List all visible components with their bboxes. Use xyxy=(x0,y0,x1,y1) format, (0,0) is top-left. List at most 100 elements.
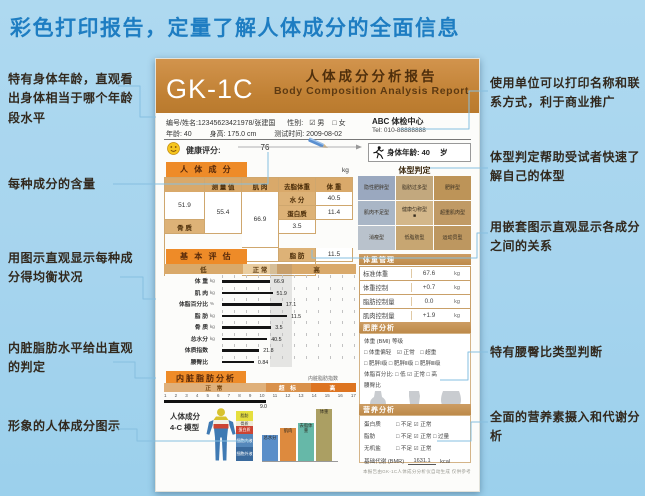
page-title: 彩色打印报告，定量了解人体成分的全面信息 xyxy=(10,17,460,40)
runner-icon xyxy=(373,146,384,159)
eval-value: 66.9 xyxy=(273,279,285,286)
bmi-label: 体重 (BMI) 等级 xyxy=(364,339,404,345)
body-type-cell-label: 健康匀称型 xyxy=(401,207,427,213)
comp-row-value: 11.4 xyxy=(316,206,353,220)
visceral-zone-over: 超 标 xyxy=(265,383,311,392)
comp-weight-value: 66.9 xyxy=(242,192,279,248)
zone-high: 高 xyxy=(277,264,356,274)
comp-row-label: 脂 肪 xyxy=(279,248,316,262)
body-type-marker: ■ xyxy=(412,213,417,219)
age-value: 年龄: 40 xyxy=(166,131,192,138)
wm-unit: kg xyxy=(454,284,460,291)
nutrition-panel: 蛋白质 □ 不足 ☑ 正常 脂肪 □ 不足 ☑ 正常 □ 过量 无机盐 □ 不足… xyxy=(359,415,471,465)
eval-ruler: 3.5 xyxy=(222,321,355,333)
annotation-nested: 用嵌套图示直观显示各成分之间的关系 xyxy=(490,220,641,254)
eval-ruler: 40.5 xyxy=(222,332,355,344)
eval-unit: % xyxy=(210,301,215,307)
eval-value: 11.5 xyxy=(291,313,302,320)
header-divider xyxy=(164,139,471,140)
eval-value: 51.9 xyxy=(276,290,287,297)
model4c-label-line1: 人体成分 xyxy=(170,412,200,421)
gender-male-checkbox: ☑ 男 xyxy=(309,120,325,127)
eval-bar xyxy=(222,291,273,295)
eval-row: 肌 肉 kg 51.9 xyxy=(164,286,356,299)
visceral-value-bar xyxy=(164,400,266,403)
eval-row: 总水分 kg 40.5 xyxy=(164,332,356,345)
wm-value: +0.7 xyxy=(422,284,436,291)
nutrition-label: 蛋白质 xyxy=(364,422,381,428)
stack-fat: 脂肪 xyxy=(236,411,253,421)
human-figure xyxy=(206,408,236,461)
bar-water: 总水分 xyxy=(262,435,278,461)
nutrition-row: 脂肪 □ 不足 ☑ 正常 □ 过量 xyxy=(364,432,470,440)
comp-row-label: 水 分 xyxy=(279,192,316,206)
weight-mgmt-row: 脂肪控制量 0.0 kg xyxy=(360,295,470,309)
whr-label: 腰臀比 xyxy=(364,383,381,389)
device-model: GK-1C xyxy=(166,74,254,104)
bmr-unit: kcal xyxy=(440,459,451,465)
eval-unit: kg xyxy=(210,278,215,284)
report-title: 人体成分分析报告 Body Composition Analysis Repor… xyxy=(274,65,469,97)
eval-value: 40.5 xyxy=(271,336,282,343)
weight-mgmt-table: 标准体重 67.6 kg 体重控制 +0.7 kg 脂肪控制量 0.0 kg 肌肉控制量 +1… xyxy=(359,266,471,323)
whr-shapes xyxy=(360,390,470,408)
body-type-cell: 低脂肪型 xyxy=(396,226,433,250)
wm-unit: kg xyxy=(454,298,460,305)
body-type-cell: 消瘦型 xyxy=(358,226,395,250)
fine-print: 本报告由GK-1C人体成分分析仪自动生成 仅供参考 xyxy=(362,469,471,474)
annotation-body-age: 特有身体年龄，直观看出身体相当于哪个年龄段水平 xyxy=(8,72,134,125)
eval-ruler: 0.84 xyxy=(222,355,355,367)
eval-ruler: 21.8 xyxy=(222,344,355,356)
eval-ruler: 51.9 xyxy=(222,286,355,298)
annotation-whr: 特有腰臀比类型判断 xyxy=(490,345,603,359)
eval-ruler: 66.9 xyxy=(222,275,355,287)
body-age-unit: 岁 xyxy=(439,148,448,157)
model4c-label: 人体成分 4-C 模型 xyxy=(170,411,200,434)
eval-value: 0.84 xyxy=(257,359,269,366)
report-title-en: Body Composition Analysis Report xyxy=(274,85,469,97)
body-type-title: 体型判定 xyxy=(398,166,431,175)
annotation-nutrition: 全面的营养素摄入和代谢分析 xyxy=(490,410,641,444)
eval-bar xyxy=(222,303,282,306)
wm-label: 体重控制 xyxy=(360,283,412,292)
eval-row: 骨 质 kg 3.5 xyxy=(164,321,356,333)
eval-row: 脂 肪 kg 11.5 xyxy=(164,309,356,322)
eval-bar xyxy=(222,337,268,341)
bmi-options-row1: □ 体重偏轻 ☑ 正常 □ 超重 xyxy=(364,350,437,356)
annotation-body-type: 体型判定帮助受试者快速了解自己的体型 xyxy=(490,150,641,184)
composition-bars: 总水分 肌肉 去脂体重 体重 xyxy=(262,409,338,462)
bar-weight: 体重 xyxy=(316,409,332,461)
test-time: 测试时间: 2009-08-02 xyxy=(274,131,342,138)
nutrition-label: 脂肪 xyxy=(364,434,376,440)
eval-zone-header: 低 正 常 高 xyxy=(164,264,356,274)
pencil-icon xyxy=(308,137,328,148)
eval-label: 肌 肉 xyxy=(194,290,208,297)
body-type-cell: 超重肌肉型 xyxy=(434,201,471,225)
wm-label: 标准体重 xyxy=(360,269,412,278)
info-line1: 编号/姓名:12345623421978/张建国 性别: ☑ 男 □ 女 xyxy=(166,118,346,128)
visceral-ticks: 1 2 3 4 5 6 7 8 9 10 11 12 13 14 15 16 17 xyxy=(164,393,356,398)
comp-empty-cell xyxy=(242,248,279,262)
body-type-cell: 隐性肥胖型 xyxy=(358,176,395,200)
stack-icw: 细胞内液 xyxy=(236,434,253,447)
nutrition-options: □ 不足 ☑ 正常 □ 过量 xyxy=(396,434,450,440)
section-composition-title: 人 体 成 分 xyxy=(166,162,247,177)
bar-lean: 去脂体重 xyxy=(298,423,314,461)
annotation-visceral: 内脏脂肪水平给出直观的判定 xyxy=(8,341,134,375)
nutrition-row: 无机盐 □ 不足 ☑ 正常 xyxy=(364,444,470,452)
weight-mgmt-title: 体重管理 xyxy=(359,254,471,265)
comp-row-label: 骨 质 xyxy=(165,220,205,234)
visceral-zone-normal: 正 常 xyxy=(164,383,266,392)
body-type-cell: 脂肪过多型 xyxy=(396,176,433,200)
eval-bar xyxy=(222,314,288,318)
eval-bar xyxy=(222,326,272,329)
eval-row: 体 重 kg 66.9 xyxy=(164,275,356,287)
eval-ruler: 11.5 xyxy=(222,309,355,321)
eval-value: 21.8 xyxy=(263,348,274,355)
eval-bar xyxy=(222,349,260,352)
wm-unit: kg xyxy=(454,312,460,319)
comp-row-value: 11.5 xyxy=(316,248,353,262)
annotation-balance: 用图示直观显示每种成分得均衡状况 xyxy=(8,251,134,285)
visceral-value: 9.0 xyxy=(260,404,267,410)
body-type-cell-current: 健康匀称型 ■ xyxy=(396,201,433,225)
